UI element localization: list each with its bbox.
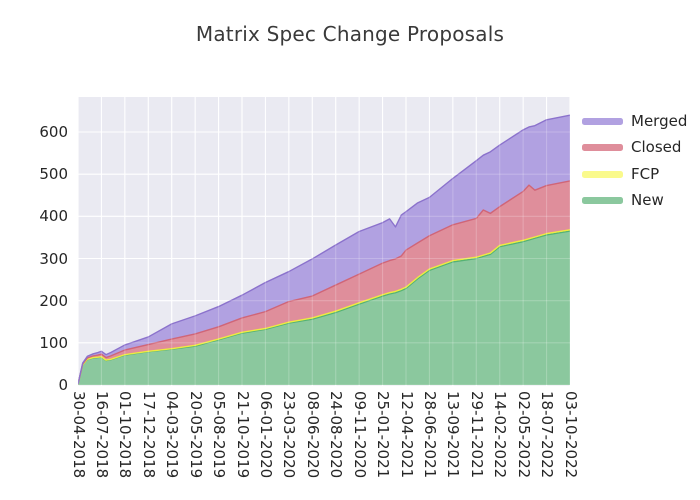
stacked-area-plot <box>78 97 570 386</box>
legend-item-new: New <box>582 188 687 215</box>
legend-item-closed: Closed <box>582 135 687 162</box>
closed-swatch <box>582 144 623 152</box>
legend-label-fcp: FCP <box>631 164 660 183</box>
legend-label-merged: Merged <box>631 111 688 130</box>
y-tick-label: 300 <box>39 249 68 268</box>
legend: Merged Closed FCP New <box>582 108 687 214</box>
plot-area <box>78 97 570 386</box>
x-tick-label: 16-07-2018 <box>92 391 111 479</box>
y-tick-label: 200 <box>39 291 68 310</box>
legend-label-closed: Closed <box>631 138 682 157</box>
legend-label-new: New <box>631 191 664 210</box>
chart-title: Matrix Spec Change Proposals <box>195 22 505 46</box>
x-tick-label: 03-10-2022 <box>561 391 580 479</box>
x-tick-label: 23-03-2020 <box>280 391 299 479</box>
x-tick-label: 25-01-2021 <box>374 391 393 479</box>
x-tick-label: 20-05-2019 <box>186 391 205 479</box>
x-tick-label: 05-08-2019 <box>210 391 229 479</box>
legend-item-merged: Merged <box>582 108 687 135</box>
x-tick-label: 12-04-2021 <box>397 391 416 479</box>
x-tick-label: 18-07-2022 <box>538 391 557 479</box>
legend-item-fcp: FCP <box>582 161 687 188</box>
y-tick-label: 100 <box>39 333 68 352</box>
x-tick-label: 21-10-2019 <box>233 391 252 479</box>
x-tick-label: 06-01-2020 <box>256 391 275 479</box>
x-tick-label: 14-02-2022 <box>491 391 510 479</box>
x-tick-label: 04-03-2019 <box>163 391 182 479</box>
x-tick-label: 24-08-2020 <box>327 391 346 479</box>
x-tick-label: 01-10-2018 <box>116 391 135 479</box>
x-tick-label: 09-11-2020 <box>350 391 369 479</box>
merged-swatch <box>582 117 623 125</box>
y-tick-label: 0 <box>58 376 68 394</box>
x-tick-label: 13-09-2021 <box>444 391 463 479</box>
y-tick-label: 500 <box>39 165 68 184</box>
fcp-swatch <box>582 170 623 178</box>
y-tick-label: 400 <box>39 207 68 226</box>
x-tick-label: 30-04-2018 <box>69 391 88 479</box>
x-tick-label: 17-12-2018 <box>139 391 158 479</box>
x-tick-label: 28-06-2021 <box>420 391 439 479</box>
new-swatch <box>582 197 623 205</box>
x-tick-label: 02-05-2022 <box>514 391 533 479</box>
y-tick-label: 600 <box>39 123 68 141</box>
x-tick-label: 29-11-2021 <box>467 391 486 479</box>
x-tick-label: 08-06-2020 <box>303 391 322 479</box>
